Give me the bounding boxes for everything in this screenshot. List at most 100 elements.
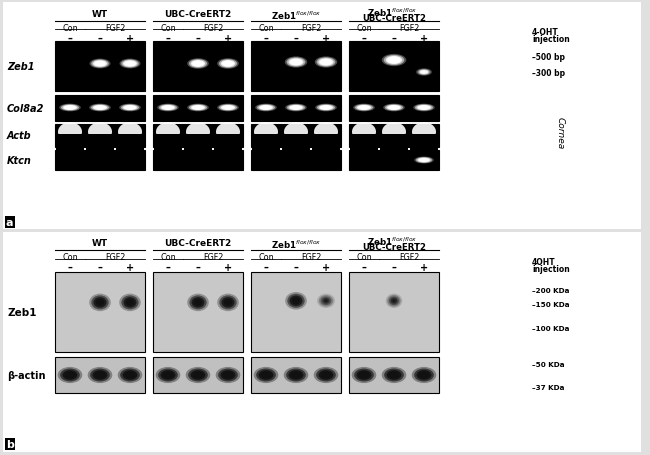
Text: FGF2: FGF2 — [301, 253, 321, 262]
Ellipse shape — [387, 106, 401, 111]
Ellipse shape — [187, 59, 209, 70]
Text: –: – — [166, 263, 170, 273]
Ellipse shape — [128, 64, 132, 65]
Ellipse shape — [224, 107, 231, 110]
Ellipse shape — [284, 123, 308, 142]
Ellipse shape — [322, 61, 330, 65]
Ellipse shape — [291, 372, 301, 379]
Ellipse shape — [287, 105, 305, 111]
Ellipse shape — [387, 295, 400, 307]
Ellipse shape — [222, 106, 234, 111]
Bar — [349, 96, 439, 122]
Ellipse shape — [361, 374, 367, 377]
Bar — [349, 42, 439, 92]
Ellipse shape — [259, 106, 273, 111]
Bar — [153, 151, 243, 171]
Ellipse shape — [196, 64, 200, 65]
Ellipse shape — [412, 123, 436, 142]
Ellipse shape — [156, 123, 180, 142]
Text: Con: Con — [356, 253, 372, 262]
Ellipse shape — [94, 61, 106, 67]
Text: –100 KDa: –100 KDa — [532, 325, 569, 331]
Ellipse shape — [88, 367, 112, 383]
Ellipse shape — [92, 296, 109, 310]
Ellipse shape — [354, 369, 374, 382]
Ellipse shape — [357, 370, 371, 380]
Ellipse shape — [186, 123, 210, 142]
Ellipse shape — [222, 298, 235, 308]
Ellipse shape — [389, 297, 399, 305]
Ellipse shape — [359, 372, 369, 379]
Ellipse shape — [386, 57, 402, 65]
Ellipse shape — [264, 107, 268, 109]
Ellipse shape — [219, 60, 237, 69]
Ellipse shape — [220, 370, 235, 380]
Text: –: – — [263, 34, 268, 44]
Ellipse shape — [96, 63, 103, 66]
Ellipse shape — [419, 70, 430, 76]
Bar — [349, 273, 439, 352]
Ellipse shape — [192, 61, 204, 67]
Ellipse shape — [189, 60, 207, 69]
Ellipse shape — [289, 106, 303, 111]
Ellipse shape — [254, 367, 278, 383]
Ellipse shape — [98, 301, 102, 304]
Ellipse shape — [223, 372, 233, 379]
Ellipse shape — [389, 106, 399, 110]
Ellipse shape — [162, 106, 174, 110]
Text: Con: Con — [160, 24, 176, 33]
Ellipse shape — [159, 105, 177, 111]
Ellipse shape — [226, 374, 231, 377]
Ellipse shape — [318, 106, 333, 111]
Bar — [55, 96, 145, 122]
Ellipse shape — [413, 105, 435, 112]
Ellipse shape — [318, 295, 333, 307]
Ellipse shape — [419, 372, 429, 379]
Text: Col8a2: Col8a2 — [7, 104, 44, 114]
Ellipse shape — [417, 370, 432, 380]
Text: +: + — [224, 34, 232, 44]
Text: Cornea: Cornea — [556, 117, 564, 149]
Text: Con: Con — [356, 24, 372, 33]
Ellipse shape — [382, 55, 406, 67]
Ellipse shape — [290, 60, 302, 66]
Ellipse shape — [127, 374, 133, 377]
Ellipse shape — [192, 298, 205, 308]
Ellipse shape — [226, 301, 230, 304]
Text: –: – — [68, 263, 72, 273]
Ellipse shape — [289, 59, 304, 66]
Bar — [251, 273, 341, 352]
Text: –: – — [196, 263, 200, 273]
Ellipse shape — [120, 369, 140, 382]
Ellipse shape — [294, 299, 298, 303]
Ellipse shape — [259, 370, 274, 380]
Ellipse shape — [121, 105, 139, 111]
Bar — [55, 273, 145, 352]
Ellipse shape — [98, 64, 102, 65]
Text: –200 KDa: –200 KDa — [532, 287, 569, 293]
Ellipse shape — [388, 58, 400, 64]
Ellipse shape — [124, 61, 136, 67]
Ellipse shape — [89, 294, 111, 312]
Ellipse shape — [191, 61, 205, 68]
Ellipse shape — [91, 105, 109, 111]
Bar — [251, 125, 341, 148]
Text: WT: WT — [92, 10, 108, 19]
Bar — [3, 233, 641, 452]
Ellipse shape — [385, 294, 402, 308]
Ellipse shape — [415, 105, 433, 111]
Ellipse shape — [63, 106, 77, 111]
Ellipse shape — [321, 372, 331, 379]
Ellipse shape — [194, 107, 202, 110]
Ellipse shape — [164, 107, 172, 110]
Ellipse shape — [128, 107, 132, 109]
Ellipse shape — [122, 60, 138, 68]
Ellipse shape — [158, 369, 178, 382]
Ellipse shape — [316, 369, 336, 382]
Ellipse shape — [194, 63, 202, 66]
Text: Con: Con — [62, 24, 78, 33]
Text: +: + — [126, 263, 134, 273]
Text: –: – — [294, 34, 298, 44]
Ellipse shape — [359, 106, 369, 110]
Text: 4-OHT: 4-OHT — [532, 28, 559, 37]
